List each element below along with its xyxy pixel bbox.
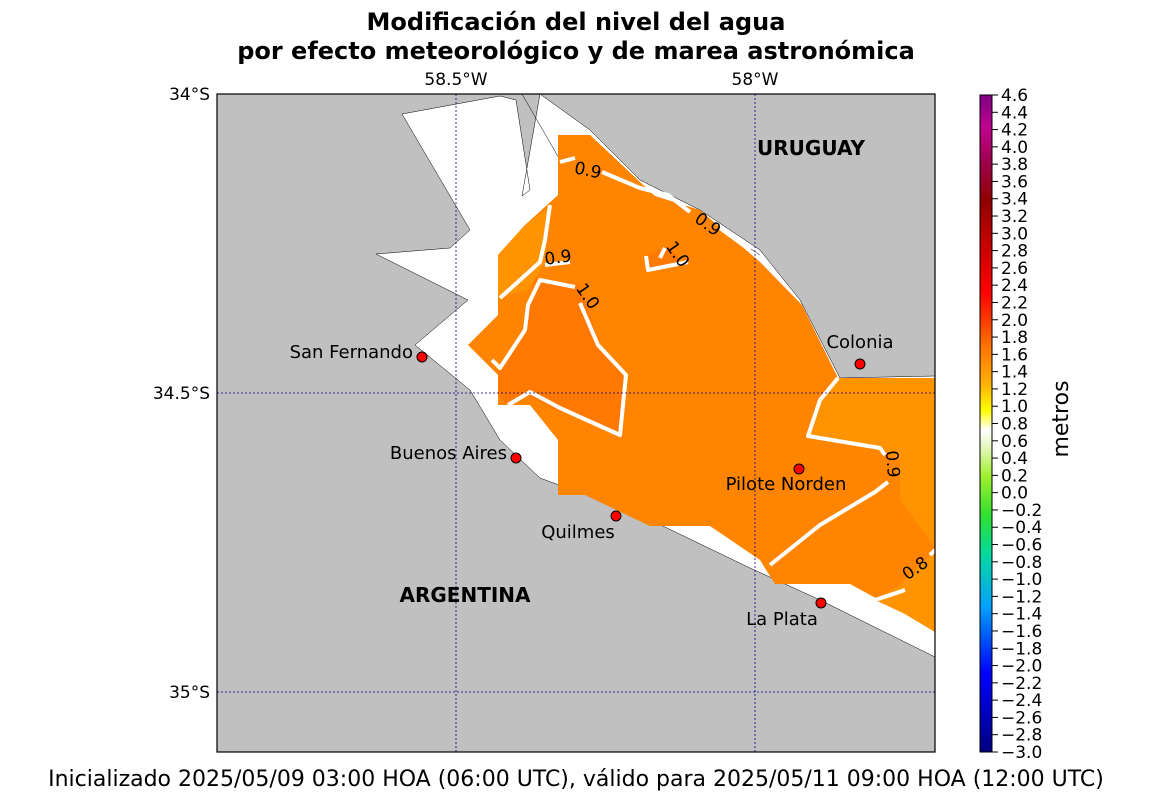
colorbar-tick-label: −0.6 <box>1001 536 1042 556</box>
country-label-uruguay: URUGUAY <box>757 136 865 160</box>
graticule <box>217 94 935 752</box>
colorbar-tick-label: 1.0 <box>1001 397 1028 417</box>
colorbar-tick-label: 3.2 <box>1001 207 1028 227</box>
colorbar-tick-label: 0.4 <box>1001 449 1028 469</box>
colorbar-tick-label: −3.0 <box>1001 743 1042 763</box>
validity-footer: Inicializado 2025/05/09 03:00 HOA (06:00… <box>48 767 1104 792</box>
station-marker-quilmes[interactable] <box>610 510 622 522</box>
station-marker-san-fernando[interactable] <box>416 351 428 363</box>
lat-label: 34.5°S <box>153 384 210 404</box>
colorbar-tick-label: 2.4 <box>1001 276 1028 296</box>
colorbar-tick-label: −0.8 <box>1001 553 1042 573</box>
station-marker-pilote-norden[interactable] <box>793 463 805 475</box>
colorbar-tick-label: 0.8 <box>1001 415 1028 435</box>
colorbar-tick-label: 3.6 <box>1001 172 1028 192</box>
lat-label: 35°S <box>169 683 210 703</box>
colorbar-tick-label: 2.0 <box>1001 311 1028 331</box>
station-label-buenos-aires: Buenos Aires <box>390 443 507 464</box>
station-marker-la-plata[interactable] <box>815 597 827 609</box>
colorbar-tick-label: 0.2 <box>1001 466 1028 486</box>
colorbar-tick-label: 3.8 <box>1001 155 1028 175</box>
station-label-colonia: Colonia <box>826 332 893 353</box>
station-label-pilote-norden: Pilote Norden <box>726 474 847 495</box>
colorbar-tick-label: −1.4 <box>1001 605 1042 625</box>
colorbar-tick-label: 1.2 <box>1001 380 1028 400</box>
lon-label: 58.5°W <box>424 70 487 90</box>
colorbar-tick-label: 0.0 <box>1001 484 1028 504</box>
water-level-field <box>468 135 935 632</box>
station-marker-colonia[interactable] <box>854 358 866 370</box>
map-title-line1: Modificación del nivel del agua <box>366 8 786 36</box>
map-frame <box>216 93 936 753</box>
colorbar-tick-label: 4.2 <box>1001 121 1028 141</box>
colorbar-tick-label: −0.4 <box>1001 518 1042 538</box>
colorbar-tick-label: −2.2 <box>1001 674 1042 694</box>
colorbar-tick-label: 4.0 <box>1001 138 1028 158</box>
colorbar-tick-label: −1.2 <box>1001 587 1042 607</box>
contour-label: 0.9 <box>543 246 573 270</box>
colorbar-tick-label: −2.0 <box>1001 657 1042 677</box>
station-marker-buenos-aires[interactable] <box>510 452 522 464</box>
water-level-field-low-2 <box>498 208 548 298</box>
colorbar-tick-label: −1.8 <box>1001 639 1042 659</box>
colorbar-tick-label: −2.8 <box>1001 726 1042 746</box>
station-label-quilmes: Quilmes <box>541 522 615 543</box>
colorbar-tick-label: 2.6 <box>1001 259 1028 279</box>
colorbar-tick-label: −1.6 <box>1001 622 1042 642</box>
lat-label: 34°S <box>169 85 210 105</box>
colorbar <box>979 94 993 753</box>
colorbar-tick-label: −0.2 <box>1001 501 1042 521</box>
colorbar-tick-label: 1.8 <box>1001 328 1028 348</box>
colorbar-tick-label: 2.8 <box>1001 242 1028 262</box>
water-level-field-low <box>808 378 935 632</box>
colorbar-tick-label: 4.6 <box>1001 86 1028 106</box>
colorbar-tick-label: 4.4 <box>1001 103 1028 123</box>
colorbar-tick-label: 1.4 <box>1001 363 1028 383</box>
colorbar-tick-label: −2.4 <box>1001 691 1042 711</box>
colorbar-tick-label: 1.6 <box>1001 345 1028 365</box>
contour-label: 0.9 <box>881 450 903 479</box>
station-label-la-plata: La Plata <box>746 609 818 630</box>
colorbar-tick-label: 0.6 <box>1001 432 1028 452</box>
country-label-argentina: ARGENTINA <box>400 583 532 607</box>
colorbar-tick-label: 3.4 <box>1001 190 1028 210</box>
colorbar-tick-label: 3.0 <box>1001 224 1028 244</box>
colorbar-tick-label: 2.2 <box>1001 293 1028 313</box>
colorbar-tick-label: −1.0 <box>1001 570 1042 590</box>
colorbar-tick-label: −2.6 <box>1001 708 1042 728</box>
lon-label: 58°W <box>732 70 779 90</box>
colorbar-label: metros <box>1049 380 1074 457</box>
station-label-san-fernando: San Fernando <box>290 342 413 363</box>
map-title-line2: por efecto meteorológico y de marea astr… <box>237 37 915 65</box>
